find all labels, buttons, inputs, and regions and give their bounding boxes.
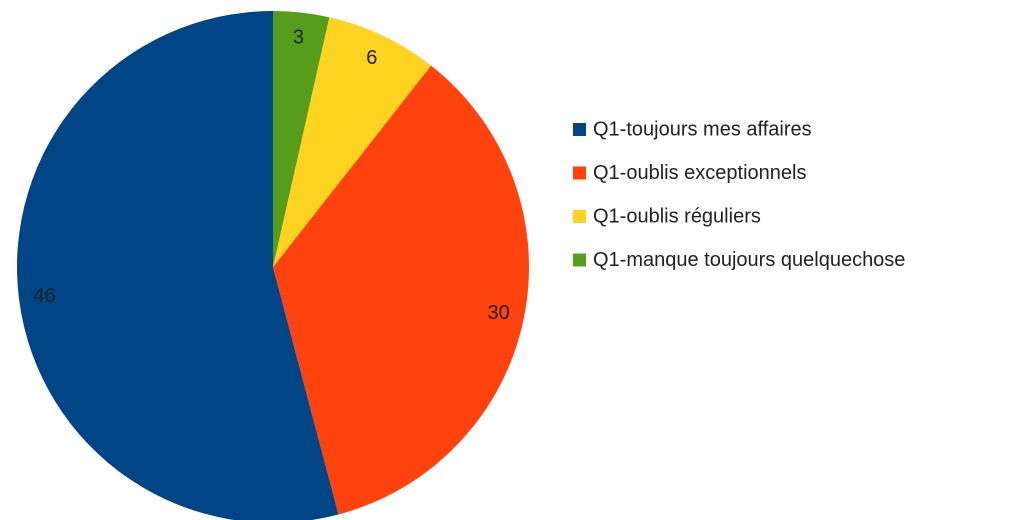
legend-swatch: [573, 123, 586, 136]
legend-swatch: [573, 210, 586, 223]
legend-swatch: [573, 253, 586, 267]
data-label: 30: [488, 302, 510, 324]
legend-label: Q1-manque toujours quelquechose: [593, 249, 905, 271]
pie-slice: [17, 11, 339, 520]
legend-label: Q1-oublis exceptionnels: [593, 162, 806, 184]
legend-label: Q1-toujours mes affaires: [593, 118, 812, 140]
pie-slice: [273, 65, 529, 515]
pie-slice: [273, 17, 432, 267]
data-label: 46: [33, 285, 55, 307]
legend-swatch: [573, 166, 586, 180]
pie-slice: [273, 11, 330, 267]
data-label: 3: [293, 26, 304, 48]
legend-label: Q1-oublis réguliers: [593, 205, 761, 227]
data-label: 6: [366, 47, 377, 69]
